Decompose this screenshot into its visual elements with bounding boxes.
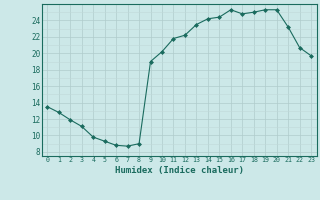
X-axis label: Humidex (Indice chaleur): Humidex (Indice chaleur) (115, 166, 244, 175)
